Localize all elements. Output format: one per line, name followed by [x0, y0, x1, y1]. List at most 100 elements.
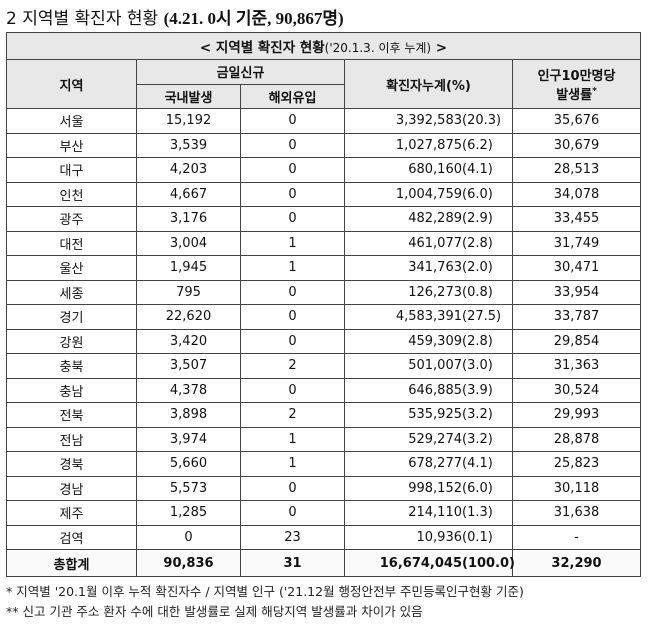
- cumulative-cell: 678,277(4.1): [344, 451, 513, 477]
- header-domestic: 국내발생: [136, 83, 241, 109]
- domestic-cell: 3,898: [136, 402, 241, 428]
- domestic-cell: 3,539: [136, 132, 241, 158]
- overseas-cell: 0: [240, 328, 345, 354]
- table-row: 경기 22,620 0 4,583,391(27.5) 33,787: [6, 304, 642, 330]
- cumulative-value: 459,309: [408, 333, 462, 349]
- cumulative-value: 529,274: [408, 431, 462, 447]
- region-cell: 경기: [6, 304, 137, 330]
- cumulative-cell: 214,110(1.3): [344, 500, 513, 526]
- table-caption-row: < 지역별 확진자 현황('20.1.3. 이후 누계) >: [5, 32, 642, 60]
- cumulative-percent: (20.3): [462, 113, 502, 129]
- table-row: 제주 1,285 0 214,110(1.3) 31,638: [6, 500, 642, 526]
- overseas-cell: 31: [240, 549, 345, 577]
- region-cell: 대전: [6, 230, 137, 256]
- domestic-cell: 795: [136, 279, 241, 305]
- overseas-cell: 0: [240, 181, 345, 207]
- header-overseas: 해외유입: [240, 83, 345, 109]
- table-row: 검역 0 23 10,936(0.1) -: [6, 524, 642, 550]
- region-cell: 인천: [6, 181, 137, 207]
- domestic-cell: 3,974: [136, 426, 241, 452]
- overseas-cell: 0: [240, 157, 345, 183]
- footnotes: * 지역별 '20.1월 이후 누적 확진자수 / 지역별 인구 ('21.12…: [6, 582, 524, 622]
- header-daily-new: 금일신규: [136, 59, 345, 85]
- cumulative-percent: (0.1): [462, 529, 493, 545]
- region-cell: 부산: [6, 132, 137, 158]
- rate-cell: 25,823: [511, 451, 642, 477]
- cumulative-cell: 341,763(2.0): [344, 255, 513, 281]
- cumulative-value: 998,152: [408, 480, 462, 496]
- table-row: 경남 5,573 0 998,152(6.0) 30,118: [6, 475, 642, 501]
- domestic-cell: 4,378: [136, 377, 241, 403]
- region-cell: 총합계: [6, 549, 137, 577]
- header-per100k-line2: 발생률: [556, 88, 593, 103]
- rate-cell: 33,954: [511, 279, 642, 305]
- header-cumulative: 확진자누계(%): [344, 59, 513, 109]
- cumulative-value: 341,763: [408, 260, 462, 276]
- region-cell: 대구: [6, 157, 137, 183]
- regional-cases-table: < 지역별 확진자 현황('20.1.3. 이후 누계) > 지역 금일신규 확…: [5, 32, 642, 577]
- cumulative-cell: 646,885(3.9): [344, 377, 513, 403]
- cumulative-cell: 535,925(3.2): [344, 402, 513, 428]
- header-per100k-line1: 인구10만명당: [537, 69, 616, 84]
- region-cell: 강원: [6, 328, 137, 354]
- cumulative-percent: (100.0): [462, 555, 516, 571]
- cumulative-value: 3,392,583: [395, 113, 462, 129]
- table-row: 세종 795 0 126,273(0.8) 33,954: [6, 279, 642, 305]
- cumulative-cell: 482,289(2.9): [344, 206, 513, 232]
- rate-cell: 31,638: [511, 500, 642, 526]
- domestic-cell: 3,507: [136, 353, 241, 379]
- table-row: 대전 3,004 1 461,077(2.8) 31,749: [6, 230, 642, 256]
- region-cell: 제주: [6, 500, 137, 526]
- cumulative-percent: (1.3): [462, 505, 493, 521]
- cumulative-percent: (27.5): [462, 309, 502, 325]
- cumulative-percent: (3.2): [462, 407, 493, 423]
- table-row: 대구 4,203 0 680,160(4.1) 28,513: [6, 157, 642, 183]
- domestic-cell: 0: [136, 524, 241, 550]
- region-cell: 경남: [6, 475, 137, 501]
- region-cell: 경북: [6, 451, 137, 477]
- overseas-cell: 1: [240, 230, 345, 256]
- cumulative-value: 1,027,875: [395, 137, 462, 153]
- rate-cell: 31,363: [511, 353, 642, 379]
- rate-cell: 32,290: [511, 549, 642, 577]
- cumulative-cell: 501,007(3.0): [344, 353, 513, 379]
- overseas-cell: 1: [240, 451, 345, 477]
- cumulative-value: 535,925: [408, 407, 462, 423]
- overseas-cell: 1: [240, 255, 345, 281]
- region-cell: 서울: [6, 108, 137, 134]
- domestic-cell: 5,573: [136, 475, 241, 501]
- overseas-cell: 23: [240, 524, 345, 550]
- rate-cell: 34,078: [511, 181, 642, 207]
- cumulative-cell: 4,583,391(27.5): [344, 304, 513, 330]
- cumulative-value: 4,583,391: [395, 309, 462, 325]
- caption-end: >: [431, 40, 448, 56]
- cumulative-percent: (6.0): [462, 186, 493, 202]
- region-cell: 검역: [6, 524, 137, 550]
- caption-sub: ('20.1.3. 이후 누계): [324, 41, 432, 55]
- table-row: 인천 4,667 0 1,004,759(6.0) 34,078: [6, 181, 642, 207]
- cumulative-value: 16,674,045: [379, 555, 462, 571]
- footnote-1: * 지역별 '20.1월 이후 누적 확진자수 / 지역별 인구 ('21.12…: [6, 584, 524, 599]
- overseas-cell: 0: [240, 500, 345, 526]
- rate-cell: 30,679: [511, 132, 642, 158]
- heading-date-info: (4.21. 0시 기준, 90,867명): [163, 9, 344, 28]
- rate-cell: 30,471: [511, 255, 642, 281]
- cumulative-value: 126,273: [408, 284, 462, 300]
- cumulative-value: 678,277: [408, 456, 462, 472]
- cumulative-percent: (3.0): [462, 358, 493, 374]
- header-region: 지역: [6, 59, 137, 109]
- cumulative-value: 214,110: [408, 505, 462, 521]
- cumulative-value: 1,004,759: [395, 186, 462, 202]
- cumulative-percent: (0.8): [462, 284, 493, 300]
- cumulative-cell: 16,674,045(100.0): [344, 549, 516, 577]
- region-cell: 광주: [6, 206, 137, 232]
- domestic-cell: 3,420: [136, 328, 241, 354]
- overseas-cell: 0: [240, 108, 345, 134]
- header-per100k: 인구10만명당 발생률*: [511, 59, 642, 109]
- table-row: 부산 3,539 0 1,027,875(6.2) 30,679: [6, 132, 642, 158]
- cumulative-percent: (3.9): [462, 382, 493, 398]
- cumulative-cell: 998,152(6.0): [344, 475, 513, 501]
- rate-cell: 28,513: [511, 157, 642, 183]
- cumulative-value: 10,936: [416, 529, 463, 545]
- region-cell: 세종: [6, 279, 137, 305]
